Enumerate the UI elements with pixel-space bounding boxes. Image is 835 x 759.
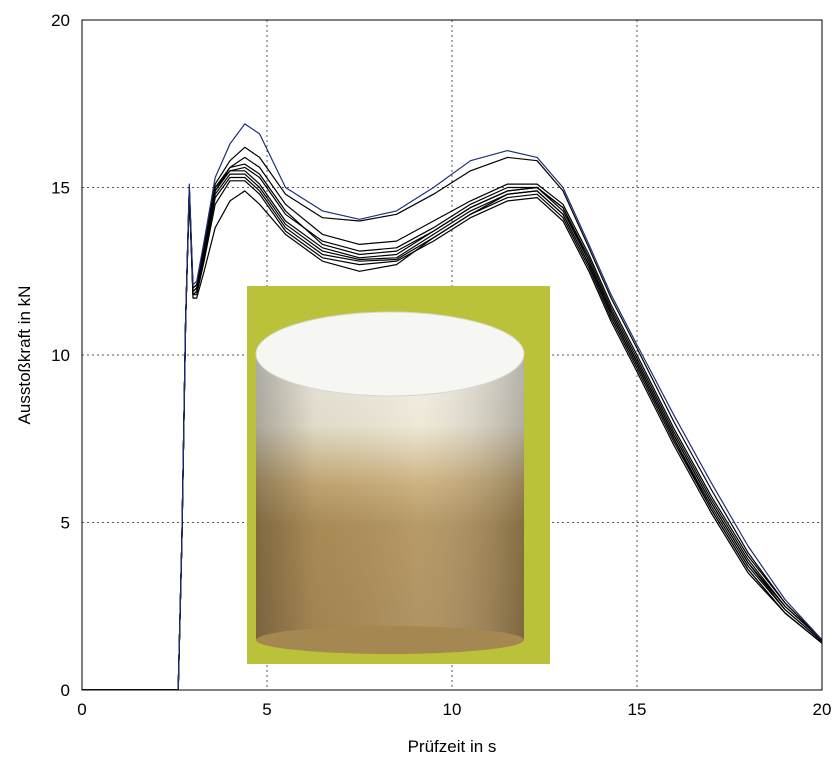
series-line-reference: [82, 123, 822, 690]
x-tick-label: 10: [443, 700, 462, 719]
y-axis-label: Ausstoßkraft in kN: [15, 286, 34, 425]
x-tick-label: 20: [813, 700, 832, 719]
y-tick-labels: 0 5 10 15 20: [51, 11, 70, 700]
specimen-photo-top: [255, 311, 525, 397]
x-tick-label: 0: [77, 700, 86, 719]
y-tick-label: 15: [51, 179, 70, 198]
y-tick-label: 20: [51, 11, 70, 30]
specimen-photo: [247, 286, 550, 664]
specimen-photo-shading: [256, 354, 524, 640]
x-tick-labels: 0 5 10 15 20: [77, 700, 831, 719]
x-axis-label: Prüfzeit in s: [408, 737, 497, 756]
plot-frame: [81, 19, 823, 691]
y-tick-label: 5: [61, 514, 70, 533]
x-tick-label: 5: [262, 700, 271, 719]
specimen-photo-bottom: [256, 626, 524, 654]
series-lines: [82, 123, 822, 690]
y-tick-label: 0: [61, 681, 70, 700]
x-tick-label: 15: [628, 700, 647, 719]
y-tick-label: 10: [51, 346, 70, 365]
